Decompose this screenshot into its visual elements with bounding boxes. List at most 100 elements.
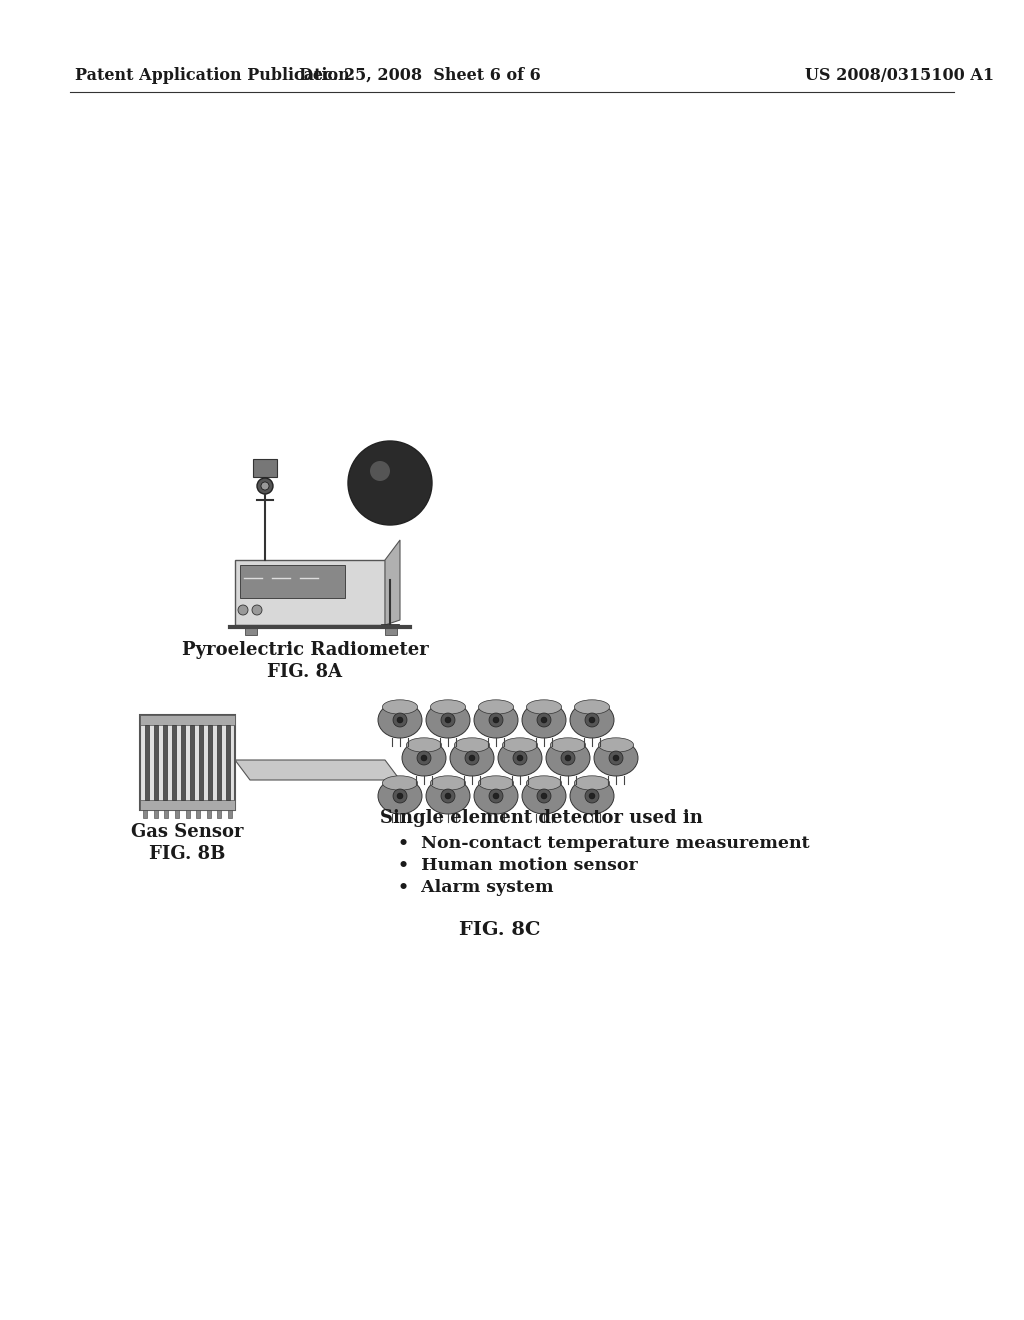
Circle shape (252, 605, 262, 615)
Text: •  Alarm system: • Alarm system (398, 879, 554, 895)
FancyBboxPatch shape (385, 627, 397, 635)
Circle shape (348, 441, 432, 525)
FancyBboxPatch shape (143, 810, 147, 818)
FancyBboxPatch shape (199, 725, 203, 800)
Circle shape (441, 789, 455, 803)
Text: •  Non-contact temperature measurement: • Non-contact temperature measurement (398, 834, 810, 851)
Circle shape (493, 717, 499, 723)
FancyBboxPatch shape (207, 810, 211, 818)
FancyBboxPatch shape (154, 810, 158, 818)
Ellipse shape (426, 702, 470, 738)
Circle shape (493, 793, 499, 799)
Circle shape (589, 717, 595, 723)
Ellipse shape (574, 700, 609, 714)
Circle shape (441, 713, 455, 727)
Text: Dec. 25, 2008  Sheet 6 of 6: Dec. 25, 2008 Sheet 6 of 6 (299, 66, 541, 83)
Circle shape (465, 751, 479, 766)
Circle shape (417, 751, 431, 766)
Circle shape (257, 478, 273, 494)
Circle shape (370, 461, 390, 480)
Ellipse shape (498, 741, 542, 776)
Circle shape (609, 751, 623, 766)
FancyBboxPatch shape (175, 810, 179, 818)
Ellipse shape (402, 741, 446, 776)
Ellipse shape (574, 776, 609, 791)
Circle shape (397, 793, 403, 799)
Text: FIG. 8B: FIG. 8B (148, 845, 225, 863)
Circle shape (513, 751, 527, 766)
FancyBboxPatch shape (145, 725, 150, 800)
Text: US 2008/0315100 A1: US 2008/0315100 A1 (806, 66, 994, 83)
Ellipse shape (478, 700, 514, 714)
Ellipse shape (570, 702, 614, 738)
FancyBboxPatch shape (140, 715, 234, 725)
Text: FIG. 8C: FIG. 8C (459, 921, 541, 939)
Circle shape (541, 717, 547, 723)
Circle shape (445, 793, 451, 799)
Circle shape (489, 789, 503, 803)
Ellipse shape (430, 700, 466, 714)
FancyBboxPatch shape (140, 800, 234, 810)
Ellipse shape (551, 738, 586, 752)
Ellipse shape (546, 741, 590, 776)
FancyBboxPatch shape (228, 810, 232, 818)
Ellipse shape (526, 776, 561, 791)
Circle shape (517, 755, 523, 762)
Ellipse shape (526, 700, 561, 714)
Circle shape (537, 789, 551, 803)
FancyBboxPatch shape (225, 725, 230, 800)
Ellipse shape (503, 738, 538, 752)
Text: Patent Application Publication: Patent Application Publication (75, 66, 350, 83)
Circle shape (421, 755, 427, 762)
FancyBboxPatch shape (164, 810, 168, 818)
Text: Single element detector used in: Single element detector used in (380, 809, 702, 828)
Ellipse shape (522, 777, 566, 814)
FancyBboxPatch shape (234, 560, 385, 624)
Circle shape (261, 482, 269, 490)
FancyBboxPatch shape (154, 725, 159, 800)
Ellipse shape (426, 777, 470, 814)
FancyBboxPatch shape (163, 725, 167, 800)
Circle shape (541, 793, 547, 799)
Circle shape (565, 755, 571, 762)
Ellipse shape (382, 700, 418, 714)
Polygon shape (385, 540, 400, 624)
FancyBboxPatch shape (217, 725, 221, 800)
Circle shape (585, 713, 599, 727)
FancyBboxPatch shape (208, 725, 212, 800)
Ellipse shape (382, 776, 418, 791)
Circle shape (238, 605, 248, 615)
FancyBboxPatch shape (181, 725, 185, 800)
FancyBboxPatch shape (185, 810, 189, 818)
FancyBboxPatch shape (245, 627, 257, 635)
Ellipse shape (407, 738, 441, 752)
Circle shape (585, 789, 599, 803)
Circle shape (397, 717, 403, 723)
Circle shape (613, 755, 618, 762)
Polygon shape (234, 760, 400, 780)
Ellipse shape (430, 776, 466, 791)
Text: FIG. 8A: FIG. 8A (267, 663, 343, 681)
Ellipse shape (474, 702, 518, 738)
Text: •  Human motion sensor: • Human motion sensor (398, 857, 638, 874)
Circle shape (537, 713, 551, 727)
Ellipse shape (378, 777, 422, 814)
Ellipse shape (450, 741, 494, 776)
Ellipse shape (594, 741, 638, 776)
Circle shape (393, 789, 407, 803)
Circle shape (445, 717, 451, 723)
Text: Gas Sensor: Gas Sensor (131, 822, 244, 841)
Ellipse shape (474, 777, 518, 814)
Circle shape (489, 713, 503, 727)
FancyBboxPatch shape (217, 810, 221, 818)
Circle shape (561, 751, 575, 766)
Circle shape (589, 793, 595, 799)
Ellipse shape (570, 777, 614, 814)
FancyBboxPatch shape (240, 565, 345, 598)
FancyBboxPatch shape (140, 715, 234, 810)
FancyBboxPatch shape (172, 725, 176, 800)
FancyBboxPatch shape (189, 725, 195, 800)
Text: Pyroelectric Radiometer: Pyroelectric Radiometer (181, 642, 428, 659)
Ellipse shape (598, 738, 634, 752)
Ellipse shape (378, 702, 422, 738)
